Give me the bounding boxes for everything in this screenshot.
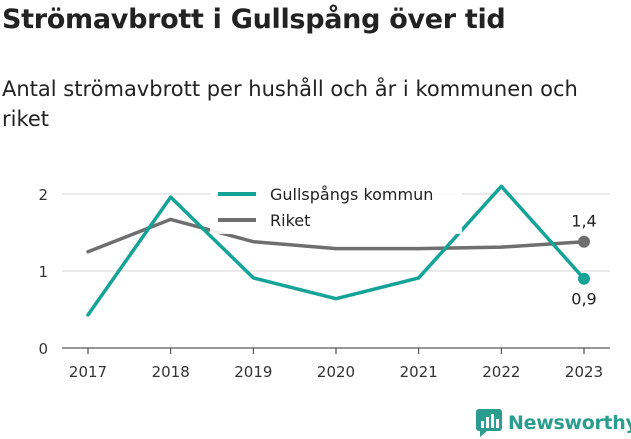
y-tick-label: 0 — [38, 340, 48, 358]
y-tick-label: 2 — [38, 186, 48, 204]
x-tick-label: 2023 — [565, 363, 603, 381]
legend-background — [210, 178, 462, 234]
x-tick-label: 2017 — [69, 363, 107, 381]
legend-label: Riket — [270, 211, 310, 230]
x-tick-label: 2019 — [234, 363, 272, 381]
x-tick-label: 2021 — [400, 363, 438, 381]
series-end-point — [578, 272, 590, 285]
x-tick-label: 2018 — [152, 363, 190, 381]
chart-axes: 0 1 2 2017 2018 2019 2020 2021 2022 2023 — [38, 186, 610, 381]
x-tick-label: 2022 — [482, 363, 520, 381]
newsworthy-logo-text: Newsworthy — [508, 412, 631, 434]
chart-lines: 1,4 0,9 — [86, 184, 597, 317]
series-line — [86, 217, 586, 254]
chart-subtitle: Antal strömavbrott per hushåll och år i … — [2, 77, 578, 131]
chart-title: Strömavbrott i Gullspång över tid — [2, 4, 506, 35]
data-label: 1,4 — [571, 212, 596, 231]
series-end-point — [578, 235, 590, 248]
legend-label: Gullspångs kommun — [270, 185, 433, 204]
newsworthy-logo-icon — [476, 409, 502, 437]
chart-legend: Gullspångs kommun Riket — [210, 178, 462, 234]
y-tick-label: 1 — [38, 263, 48, 281]
series-line — [86, 184, 586, 317]
data-label: 0,9 — [571, 290, 596, 309]
x-tick-label: 2020 — [317, 363, 355, 381]
newsworthy-logo: Newsworthy — [476, 408, 631, 438]
